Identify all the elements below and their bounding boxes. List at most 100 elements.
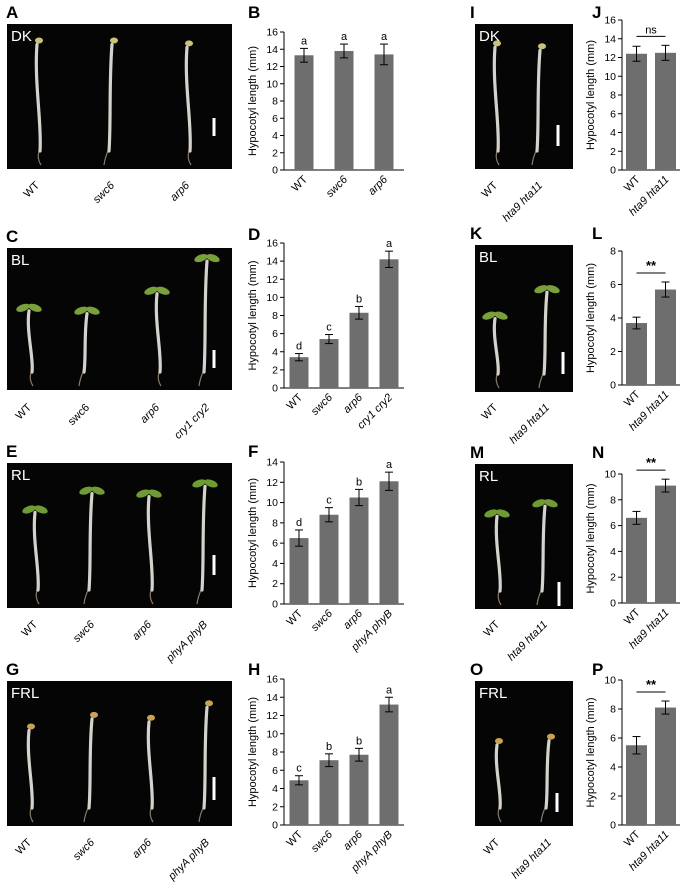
seedling-cotyledon: [136, 489, 150, 498]
chart-d: D 0 2 4 6 8 10 12 14 16 Hypocotyl length (mm) d WT c s…: [247, 225, 404, 432]
seedling-cotyledon: [544, 499, 558, 508]
y-tick-label: 16: [266, 674, 278, 686]
y-tick-label: 8: [272, 310, 278, 322]
y-tick-label: 0: [610, 598, 616, 610]
seedling-hypocotyl: [87, 717, 94, 810]
genotype-label: swc6: [66, 402, 92, 428]
x-tick-label: arp6: [341, 607, 366, 632]
panel-label: N: [592, 443, 604, 462]
x-tick-label: arp6: [341, 828, 366, 853]
y-tick-label: 4: [610, 313, 616, 325]
condition-label: BL: [479, 249, 497, 266]
seedling: [184, 40, 193, 166]
seedling-cotyledon: [185, 40, 193, 47]
genotype-label: WT: [482, 836, 503, 857]
seedling-hypocotyl: [202, 705, 209, 810]
panel-label: D: [248, 225, 260, 244]
significance-letter: d: [296, 517, 302, 529]
genotype-label: arp6: [168, 179, 193, 204]
seedling-cotyledon: [35, 37, 43, 44]
significance-letter: a: [386, 459, 393, 471]
seedling-cotyledon: [91, 486, 105, 495]
panel-label: A: [6, 3, 18, 22]
seedling-hypocotyl: [146, 720, 154, 810]
bar: [349, 754, 369, 825]
bar: [655, 485, 676, 603]
genotype-label: WT: [482, 618, 503, 639]
bar: [655, 52, 676, 170]
seedling-cotyledon: [547, 733, 555, 740]
bar: [626, 323, 647, 385]
genotype-label: arp6: [130, 836, 155, 861]
chart-b: B 0 2 4 6 8 10 12 14 16 Hypocotyl length (mm) a WT a s…: [247, 3, 404, 200]
significance-letter: b: [356, 293, 362, 305]
photo-panel-o: O FRL WT hta9 hta11: [470, 660, 573, 881]
genotype-label: swc6: [71, 836, 98, 863]
panel-label: F: [248, 442, 258, 461]
panel-label: L: [592, 224, 602, 243]
seedling: [198, 700, 213, 823]
seedling-hypocotyl: [492, 45, 500, 153]
seedling-hypocotyl: [146, 494, 154, 592]
photo-panel-i: IDK WT hta9 hta11: [470, 3, 573, 224]
seedling-hypocotyl: [26, 309, 34, 374]
y-tick-label: 12: [266, 274, 278, 286]
genotype-label: WT: [480, 179, 501, 200]
panel-label: P: [592, 660, 603, 679]
y-tick-label: 10: [266, 292, 278, 304]
y-tick-label: 2: [610, 791, 616, 803]
seedling-hypocotyl: [184, 45, 192, 153]
y-tick-label: 16: [266, 27, 278, 39]
panel-label: K: [470, 224, 483, 243]
condition-label: DK: [11, 28, 32, 45]
seedling-cotyledon: [79, 486, 93, 495]
y-tick-label: 0: [272, 820, 278, 832]
y-tick-label: 14: [604, 33, 616, 45]
photo-background: [475, 245, 573, 392]
seedling-cotyledon: [27, 723, 35, 730]
x-tick-label: WT: [285, 607, 306, 628]
bar: [655, 707, 676, 825]
y-tick-label: 0: [610, 820, 616, 832]
significance-letter: a: [341, 31, 348, 43]
significance-letter: d: [296, 341, 302, 353]
significance-letter: b: [326, 741, 332, 753]
genotype-label: phyA phyB: [164, 619, 211, 666]
seedling: [79, 486, 105, 605]
bar: [349, 312, 369, 388]
seedling-hypocotyl: [202, 259, 209, 374]
photo-panel-e: E RL WT swc6 arp6 phyA phyB: [6, 442, 232, 665]
photo-background: [7, 681, 232, 826]
seedling: [144, 286, 170, 387]
chart-h: H 0 2 4 6 8 10 12 14 16 Hypocotyl length (mm) c WT b s…: [247, 660, 404, 875]
bar: [289, 357, 309, 388]
bar: [379, 704, 399, 825]
seedling-hypocotyl: [87, 492, 94, 592]
bar: [319, 339, 339, 388]
panel-label: H: [248, 660, 260, 679]
seedling-cotyledon: [110, 37, 118, 44]
y-axis-label: Hypocotyl length (mm): [585, 483, 597, 593]
x-tick-label: WT: [285, 828, 306, 849]
photo-panel-g: G FRL WT swc6 arp6 phyA phyB: [6, 660, 232, 883]
significance-letter: b: [356, 476, 362, 488]
x-tick-label: swc6: [309, 391, 336, 418]
condition-label: RL: [479, 468, 498, 485]
panel-label: I: [470, 3, 475, 22]
condition-label: BL: [11, 252, 29, 269]
significance-letter: b: [356, 735, 362, 747]
x-tick-label: WT: [285, 391, 306, 412]
seedling-hypocotyl: [34, 42, 42, 153]
genotype-label: WT: [22, 179, 43, 200]
x-tick-label: WT: [622, 828, 643, 849]
seedling: [146, 714, 155, 823]
y-tick-label: 0: [610, 380, 616, 392]
significance-letter: c: [326, 495, 332, 507]
significance-label: **: [646, 455, 657, 470]
panel-label: J: [592, 3, 601, 22]
genotype-label: phyA phyB: [166, 837, 213, 884]
photo-background: [475, 464, 573, 609]
x-tick-label: swc6: [309, 828, 336, 855]
y-tick-label: 6: [272, 328, 278, 340]
